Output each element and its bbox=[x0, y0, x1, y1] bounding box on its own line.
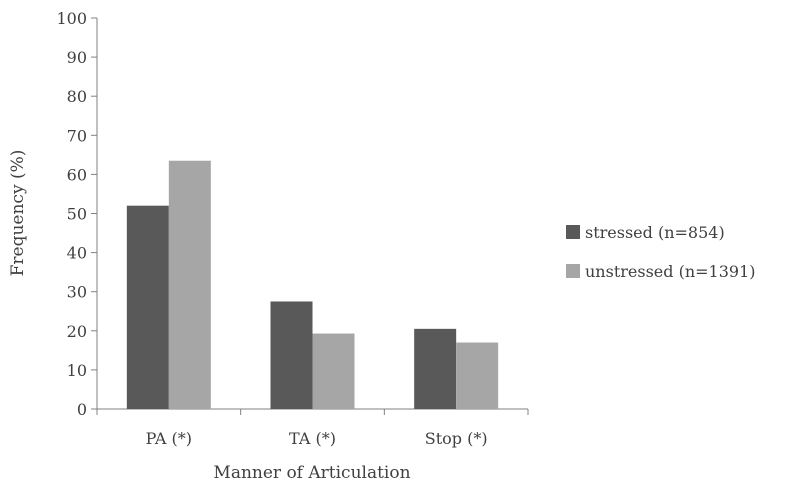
bar-unstressed-0 bbox=[168, 160, 211, 409]
y-tick-label: 80 bbox=[67, 87, 87, 106]
x-tick-label: TA (*) bbox=[289, 429, 336, 448]
legend-label: unstressed (n=1391) bbox=[585, 262, 756, 281]
y-tick-label: 70 bbox=[67, 126, 87, 145]
y-tick-label: 50 bbox=[67, 205, 87, 224]
y-tick-label: 40 bbox=[67, 244, 87, 263]
x-tick-label: PA (*) bbox=[146, 429, 192, 448]
x-tick-label: Stop (*) bbox=[425, 429, 488, 448]
bars bbox=[126, 160, 499, 409]
y-tick-label: 30 bbox=[67, 283, 87, 302]
bar-stressed-2 bbox=[414, 328, 457, 409]
x-axis: PA (*) TA (*) Stop (*) bbox=[96, 408, 529, 448]
legend-label: stressed (n=854) bbox=[585, 223, 725, 242]
bar-stressed-0 bbox=[126, 205, 169, 409]
bar-stressed-1 bbox=[270, 301, 313, 409]
legend-swatch bbox=[566, 264, 580, 278]
y-tick-label: 60 bbox=[67, 165, 87, 184]
y-axis-title: Frequency (%) bbox=[8, 150, 28, 277]
legend-swatch bbox=[566, 225, 580, 239]
bar-unstressed-1 bbox=[312, 333, 355, 409]
y-tick-label: 100 bbox=[56, 9, 87, 28]
bar-unstressed-2 bbox=[456, 342, 499, 409]
x-axis-title: Manner of Articulation bbox=[213, 463, 410, 483]
y-tick-label: 90 bbox=[67, 48, 87, 67]
y-tick-label: 0 bbox=[77, 400, 87, 419]
y-tick-label: 10 bbox=[67, 361, 87, 380]
legend: stressed (n=854) unstressed (n=1391) bbox=[566, 223, 756, 281]
y-axis: 0 10 20 30 40 50 60 70 80 90 100 bbox=[56, 9, 98, 419]
y-tick-label: 20 bbox=[67, 322, 87, 341]
